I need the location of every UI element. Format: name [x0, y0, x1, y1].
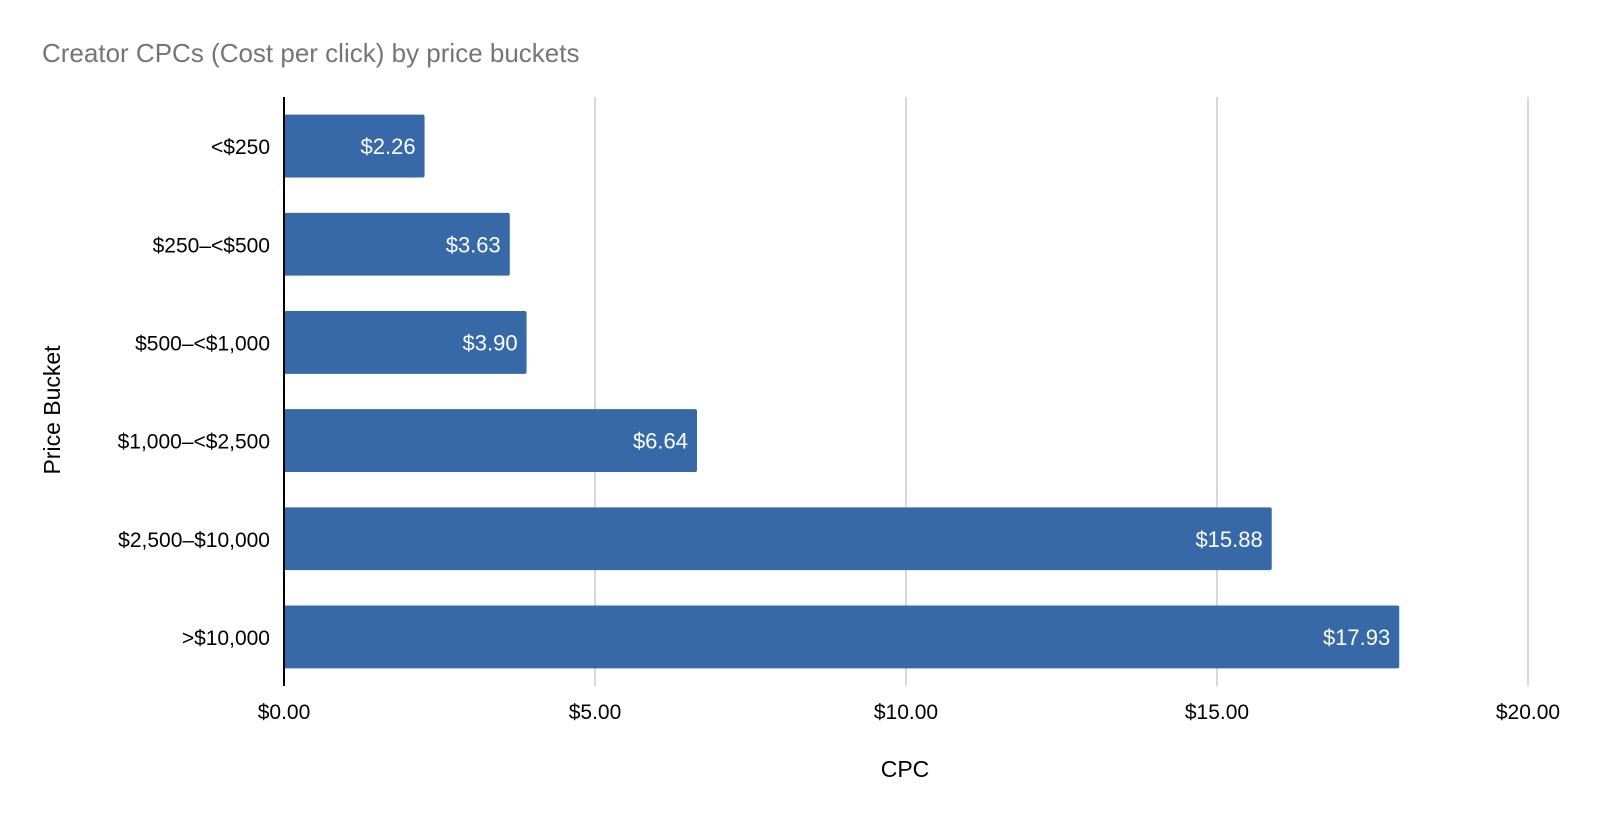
bar	[284, 605, 1400, 669]
x-axis-title: CPC	[881, 756, 930, 782]
bar-data-label: $15.88	[1195, 527, 1262, 552]
y-category-label: $250–<$500	[153, 234, 270, 257]
x-tick-label: $15.00	[1185, 701, 1249, 724]
bar-group: $2.26 $3.63 $3.90 $6.64 $15.88 $17.93	[284, 114, 1400, 669]
bar	[284, 212, 510, 276]
y-category-label: <$250	[211, 136, 270, 159]
y-category-label: $2,500–$10,000	[118, 529, 270, 552]
bar-data-label: $2.26	[361, 134, 416, 159]
y-category-label: $500–<$1,000	[135, 332, 270, 355]
y-axis-title: Price Bucket	[39, 345, 65, 475]
bar-data-label: $6.64	[633, 429, 688, 454]
chart-title: Creator CPCs (Cost per click) by price b…	[42, 38, 579, 68]
x-axis-ticks: $0.00 $5.00 $10.00 $15.00 $20.00	[258, 701, 1560, 724]
bar-data-label: $3.63	[446, 232, 501, 257]
y-category-label: $1,000–<$2,500	[118, 431, 270, 454]
x-tick-label: $20.00	[1496, 701, 1560, 724]
y-category-label: >$10,000	[182, 627, 270, 650]
bar	[284, 114, 425, 178]
bar	[284, 311, 527, 374]
gridlines	[594, 97, 1529, 686]
y-axis-categories: <$250 $250–<$500 $500–<$1,000 $1,000–<$2,50…	[118, 136, 270, 650]
bar	[284, 507, 1272, 571]
bar-data-label: $17.93	[1323, 625, 1390, 650]
bar	[284, 409, 698, 472]
bar-data-label: $3.90	[463, 330, 518, 355]
x-tick-label: $0.00	[258, 701, 311, 724]
x-tick-label: $5.00	[569, 701, 622, 724]
x-tick-label: $10.00	[874, 701, 938, 724]
